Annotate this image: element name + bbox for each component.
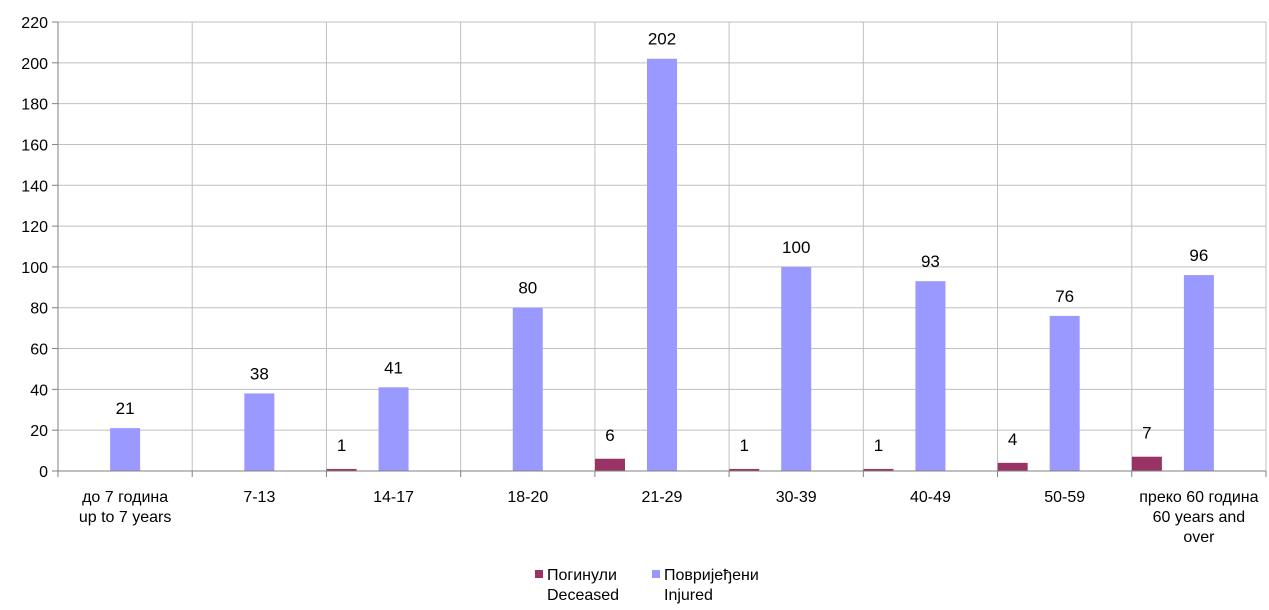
data-label: 4: [1008, 430, 1017, 449]
y-tick-label: 100: [21, 260, 48, 277]
y-tick-label: 180: [21, 97, 48, 114]
y-tick-label: 60: [30, 342, 48, 359]
x-axis: до 7 година up to 7 years 7-13 14-17 18-20 21…: [57, 470, 1267, 546]
data-label: 96: [1189, 246, 1208, 265]
data-label: 21: [116, 399, 135, 418]
data-label: 1: [874, 436, 883, 455]
bars: [110, 58, 1214, 472]
data-label: 100: [782, 238, 810, 257]
legend-label: Погинули Deceased: [547, 567, 619, 604]
legend-label: Повријеђени Injured: [664, 567, 759, 604]
legend-swatch: [535, 570, 543, 578]
y-tick-label: 120: [21, 219, 48, 236]
x-tick-label: 30-39: [776, 489, 817, 506]
x-tick-label: 21-29: [642, 489, 683, 506]
bar: [863, 468, 894, 471]
data-label: 202: [648, 30, 676, 49]
legend-swatch: [652, 570, 660, 578]
data-label: 80: [518, 279, 537, 298]
data-label: 41: [384, 358, 403, 377]
bar: [1183, 275, 1214, 471]
data-label: 93: [921, 252, 940, 271]
y-tick-label: 40: [30, 382, 48, 399]
y-tick-label: 20: [30, 423, 48, 440]
x-tick-label: 40-49: [910, 489, 951, 506]
x-tick-label: преко 60 година 60 years and over: [1139, 489, 1258, 546]
bar: [326, 468, 357, 471]
bar: [595, 458, 625, 471]
bar: [378, 387, 409, 471]
y-tick-label: 80: [30, 301, 48, 318]
x-tick-label: 14-17: [373, 489, 414, 506]
y-tick-label: 140: [21, 178, 48, 195]
bar: [729, 468, 760, 471]
y-tick-label: 200: [21, 56, 48, 73]
data-label: 76: [1055, 287, 1074, 306]
y-axis: 0 20 40 60 80 100 120 140 160 180 200 220: [21, 15, 58, 481]
bar: [647, 58, 677, 472]
data-label: 6: [605, 426, 614, 445]
bar: [110, 428, 141, 471]
data-label: 1: [337, 436, 346, 455]
bar: [244, 393, 275, 471]
legend: Погинули Deceased Повријеђени Injured: [535, 567, 759, 604]
x-tick-label: 18-20: [507, 489, 548, 506]
bar: [915, 281, 946, 471]
data-label: 7: [1142, 424, 1151, 443]
bar: [997, 462, 1028, 471]
y-tick-label: 220: [21, 15, 48, 32]
data-label: 38: [250, 364, 269, 383]
y-tick-label: 160: [21, 137, 48, 154]
y-tick-label: 0: [39, 464, 48, 481]
x-tick-label: 50-59: [1044, 489, 1085, 506]
data-label: 1: [739, 436, 748, 455]
bar: [1049, 315, 1080, 471]
bar: [1131, 456, 1162, 471]
x-tick-label: до 7 година up to 7 years: [79, 489, 172, 526]
bar: [781, 266, 812, 471]
bar: [512, 307, 543, 471]
x-tick-label: 7-13: [243, 489, 275, 506]
